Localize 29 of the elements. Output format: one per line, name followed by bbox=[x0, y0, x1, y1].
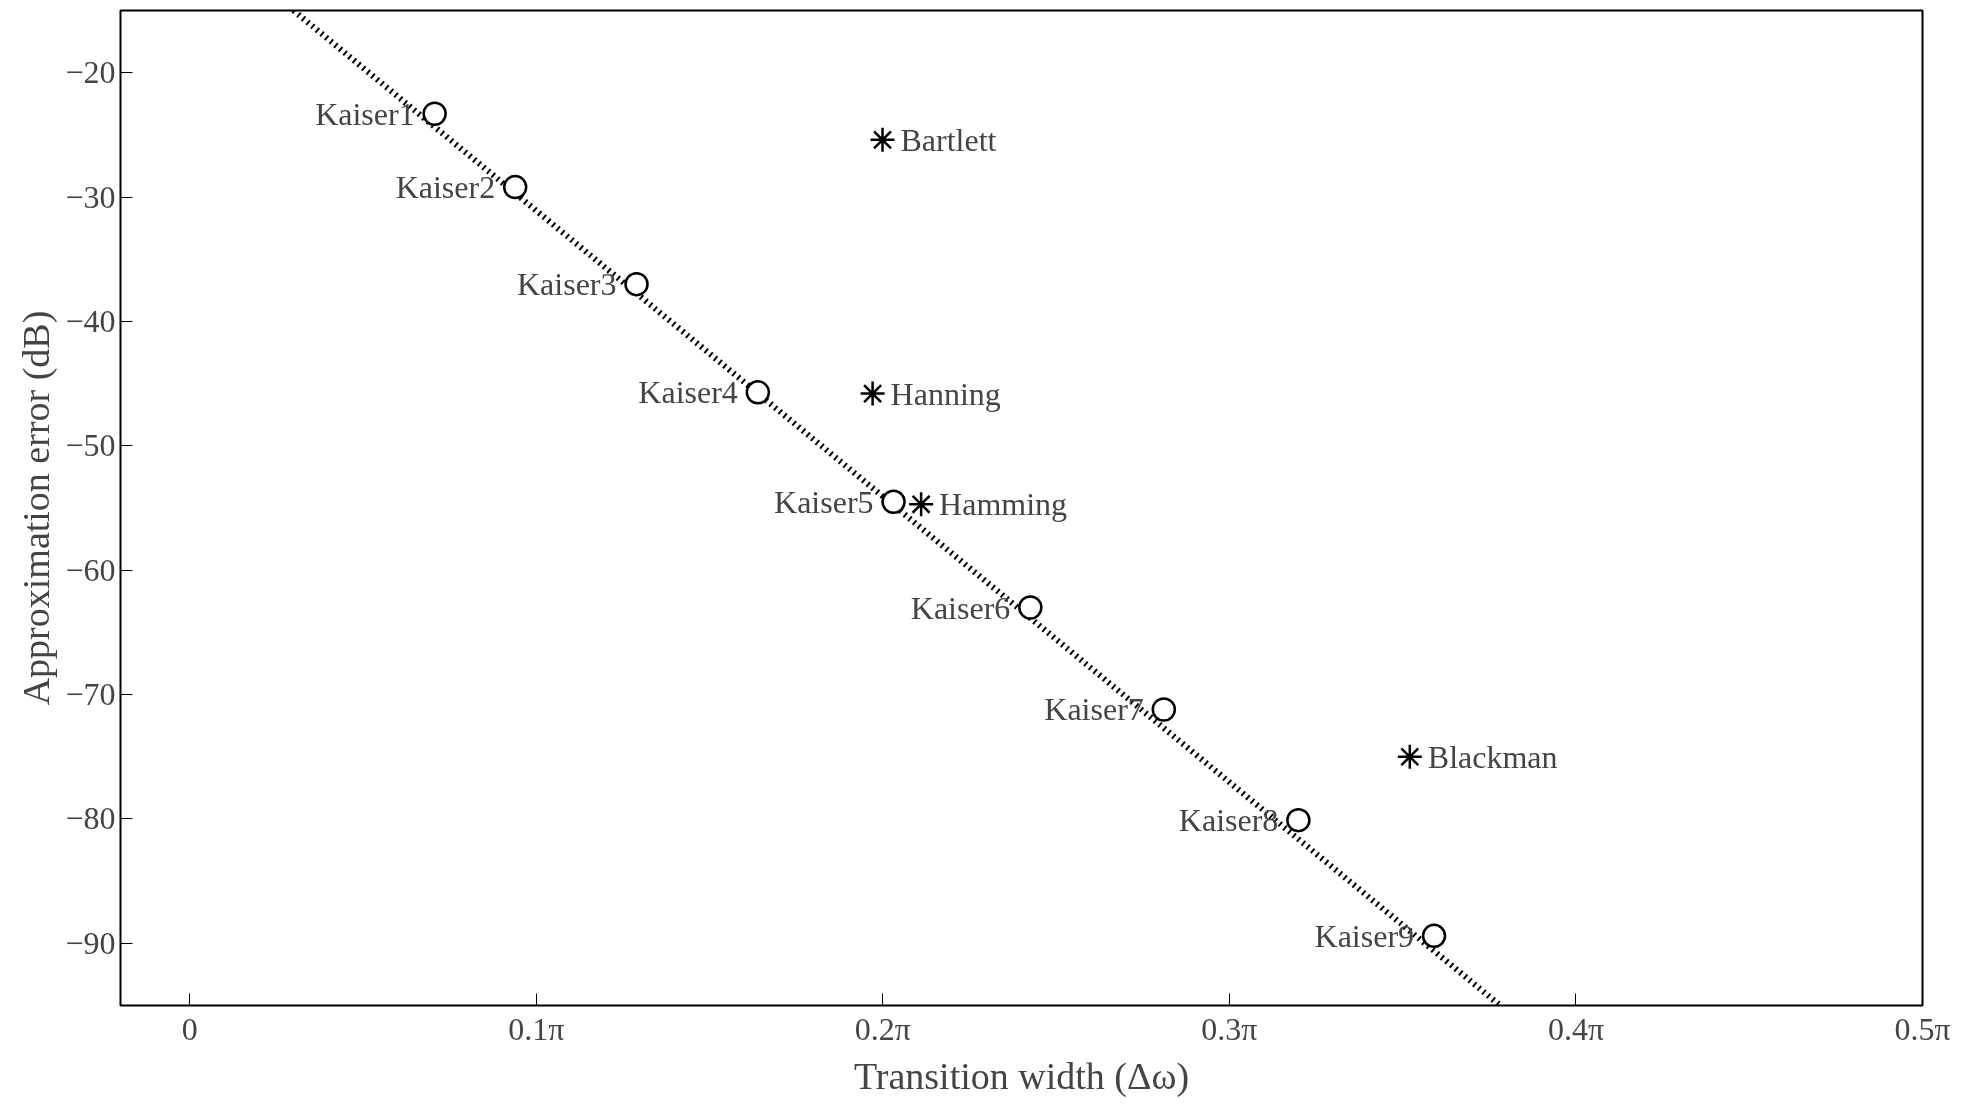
x-tick-label: 0.3π bbox=[1201, 1010, 1258, 1047]
annotation: Bartlett bbox=[900, 121, 997, 158]
annotation: Hanning bbox=[890, 375, 1001, 412]
y-tick-label: −60 bbox=[65, 551, 116, 588]
annotation: Kaiser1 bbox=[315, 95, 415, 132]
annotation: Hamming bbox=[939, 486, 1068, 523]
y-tick-label: −30 bbox=[65, 178, 116, 215]
x-tick-label: 0 bbox=[181, 1010, 198, 1047]
x-tick-label: 0.1π bbox=[508, 1010, 565, 1047]
x-axis-title: Transition width (Δω) bbox=[853, 1054, 1190, 1098]
annotation: Blackman bbox=[1427, 738, 1558, 775]
annotation: Kaiser4 bbox=[638, 374, 738, 411]
annotation: Kaiser5 bbox=[774, 483, 874, 520]
y-tick-label: −80 bbox=[65, 800, 116, 837]
x-tick-label: 0.2π bbox=[854, 1010, 911, 1047]
y-tick-label: −70 bbox=[65, 676, 116, 713]
x-tick-label: 0.4π bbox=[1547, 1010, 1605, 1047]
annotation: Kaiser6 bbox=[910, 589, 1011, 626]
annotation: Kaiser7 bbox=[1044, 691, 1144, 728]
annotation: Kaiser9 bbox=[1314, 917, 1415, 954]
y-tick-label: −20 bbox=[65, 54, 116, 91]
y-tick-label: −90 bbox=[65, 924, 116, 961]
y-tick-label: −40 bbox=[65, 302, 116, 339]
x-tick-label: 0.5π bbox=[1894, 1010, 1951, 1047]
annotation: Kaiser2 bbox=[395, 169, 496, 206]
annotation: Kaiser3 bbox=[517, 266, 617, 303]
y-axis-title: Approximation error (dB) bbox=[15, 310, 59, 706]
y-tick-label: −50 bbox=[65, 427, 116, 464]
annotation: Kaiser8 bbox=[1178, 802, 1279, 839]
